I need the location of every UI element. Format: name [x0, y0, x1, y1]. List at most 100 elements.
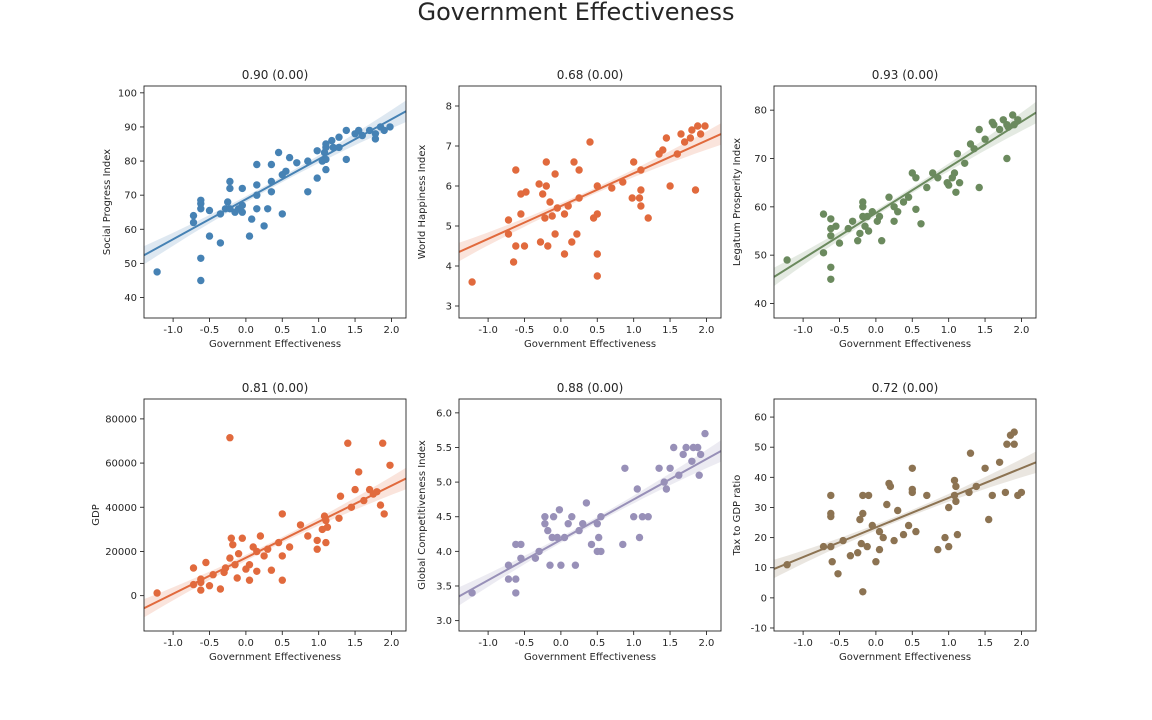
y-tick-label: 4	[446, 262, 452, 273]
data-point	[593, 520, 601, 528]
x-tick-label: -0.5	[200, 325, 220, 336]
x-tick-label: 0.5	[904, 638, 920, 649]
data-point	[904, 521, 913, 530]
data-point	[635, 533, 644, 542]
y-tick-label: 5.5	[436, 443, 452, 454]
data-point	[564, 520, 572, 528]
x-tick-label: -0.5	[515, 325, 535, 336]
data-point	[859, 491, 867, 500]
data-point	[1003, 154, 1011, 163]
data-point	[945, 181, 953, 189]
data-point	[153, 589, 161, 597]
data-point	[854, 549, 862, 557]
data-point	[189, 211, 198, 220]
data-point	[856, 229, 864, 238]
data-point	[468, 278, 476, 286]
y-tick-label: 70	[124, 191, 137, 202]
data-point	[512, 589, 520, 597]
data-point	[568, 513, 576, 521]
data-point	[1001, 488, 1010, 497]
data-point	[335, 514, 343, 522]
data-point	[571, 561, 580, 569]
y-tick-label: 80	[754, 106, 767, 117]
subplot-title: 0.68 (0.00)	[557, 68, 624, 82]
data-point	[328, 136, 336, 145]
data-point	[278, 576, 286, 584]
data-point	[637, 186, 645, 194]
data-point	[504, 230, 513, 238]
data-point	[197, 254, 205, 262]
x-tick-label: -1.0	[478, 325, 498, 336]
data-point	[630, 513, 638, 521]
x-tick-label: 0.0	[238, 638, 254, 649]
data-point	[542, 182, 550, 190]
data-point	[885, 193, 893, 201]
x-tick-label: 1.0	[941, 638, 957, 649]
data-point	[587, 540, 596, 549]
x-axis-label: Government Effectiveness	[209, 652, 341, 663]
x-tick-label: -0.5	[200, 638, 220, 649]
y-tick-label: 40	[754, 299, 767, 310]
data-point	[226, 184, 234, 193]
y-tick-label: 6	[446, 182, 452, 193]
data-point	[582, 499, 591, 507]
data-point	[304, 188, 312, 196]
subplot-4: -1.0 -0.5 0.0 0.5 1.0 1.5 2.0 0 20000 40000 60000 8…	[91, 381, 407, 663]
data-point	[205, 582, 214, 590]
data-point	[313, 174, 321, 182]
data-point	[952, 497, 960, 506]
data-point	[197, 276, 205, 285]
x-tick-label: 2.0	[383, 638, 399, 649]
data-point	[680, 138, 689, 146]
data-point	[950, 476, 959, 485]
y-tick-label: 90	[124, 122, 137, 133]
data-point	[908, 464, 916, 472]
data-point	[278, 552, 286, 560]
y-tick-label: 0	[131, 591, 137, 602]
y-tick-label: 4.0	[436, 547, 452, 558]
data-point	[313, 147, 321, 155]
regression-line	[774, 111, 1036, 278]
data-point	[696, 130, 705, 138]
regression-line	[774, 461, 1036, 570]
data-point	[512, 166, 520, 174]
data-point	[541, 520, 549, 528]
data-point	[695, 471, 703, 479]
data-point	[260, 552, 268, 560]
x-tick-label: 0.5	[274, 325, 290, 336]
regression-line	[459, 133, 721, 253]
data-point	[923, 491, 931, 500]
data-point	[544, 242, 552, 250]
data-point	[335, 133, 343, 141]
data-point	[253, 205, 261, 213]
data-point	[1003, 440, 1011, 448]
y-tick-label: -10	[751, 623, 767, 634]
data-point	[205, 206, 214, 215]
data-point	[941, 533, 949, 542]
x-tick-label: 0.0	[553, 638, 569, 649]
x-tick-label: -1.0	[478, 638, 498, 649]
data-point	[539, 190, 547, 198]
data-point	[894, 208, 902, 216]
x-axis-label: Government Effectiveness	[209, 339, 341, 350]
y-tick-label: 5	[446, 222, 452, 233]
data-point	[908, 485, 916, 494]
figure-title: Government Effectiveness	[417, 0, 735, 26]
data-point	[899, 198, 908, 206]
data-point	[293, 159, 301, 167]
y-tick-label: 40	[124, 293, 137, 304]
data-point	[342, 126, 350, 135]
data-point	[512, 242, 520, 250]
x-tick-label: 1.5	[347, 638, 363, 649]
data-point	[380, 510, 388, 518]
data-point	[827, 491, 835, 500]
data-point	[1014, 116, 1022, 124]
data-point	[245, 576, 254, 584]
data-point	[189, 218, 198, 227]
x-tick-label: 0.0	[868, 325, 884, 336]
data-point	[848, 217, 857, 225]
data-point	[638, 513, 647, 521]
x-tick-label: -1.0	[163, 325, 183, 336]
data-point	[872, 558, 880, 566]
